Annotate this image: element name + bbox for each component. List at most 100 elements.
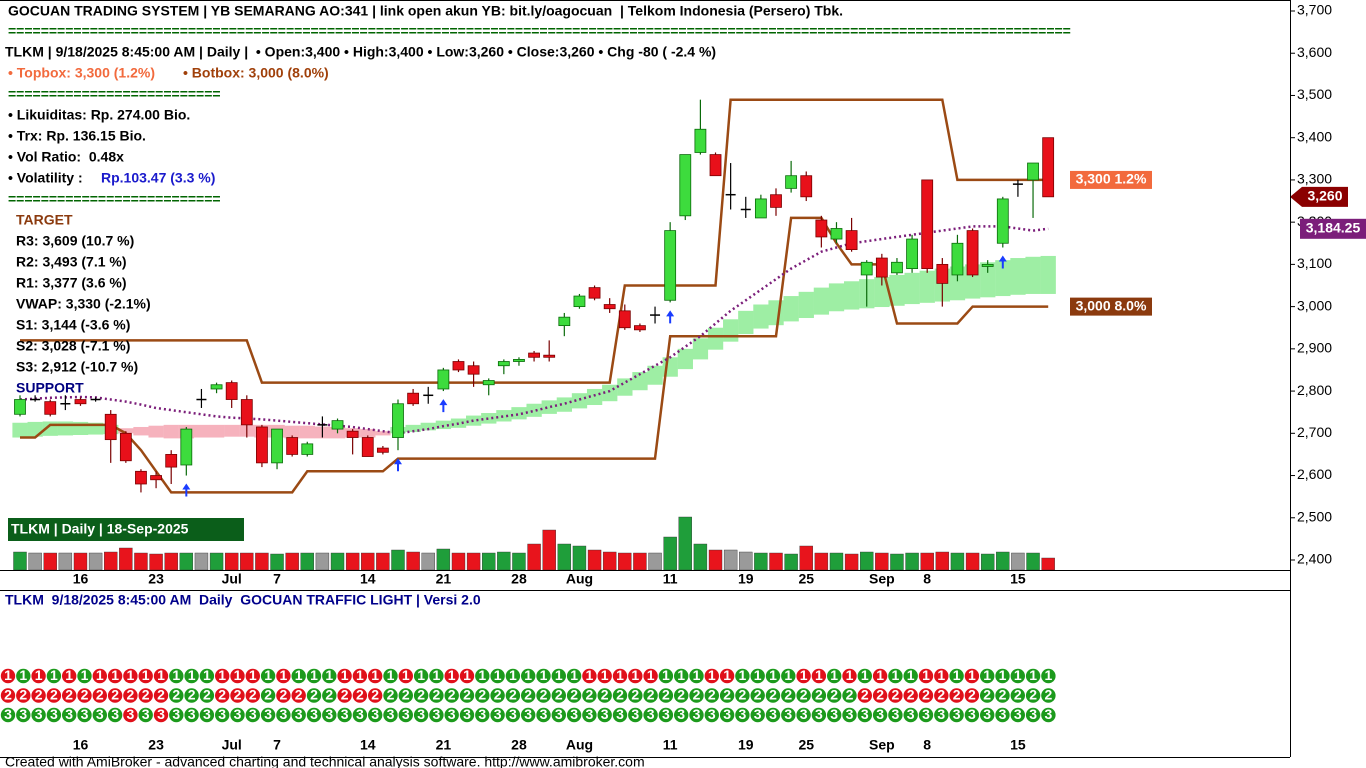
traffic-dot bbox=[781, 707, 796, 723]
x-tick-label: 7 bbox=[273, 737, 281, 753]
traffic-digit: 2 bbox=[983, 687, 991, 703]
x-tick-label: 19 bbox=[738, 737, 754, 753]
traffic-dot bbox=[628, 707, 643, 723]
candle-body bbox=[996, 198, 1009, 244]
ribbon bbox=[919, 270, 935, 303]
x-tick-label: 8 bbox=[923, 737, 931, 753]
separator: ========================== bbox=[8, 86, 221, 102]
traffic-digit: 2 bbox=[218, 687, 226, 703]
traffic-digit: 2 bbox=[356, 687, 364, 703]
candle-body bbox=[361, 437, 374, 457]
volume-bar bbox=[678, 516, 692, 571]
x-tick-label: 15 bbox=[1010, 737, 1026, 753]
traffic-digit: 3 bbox=[739, 706, 747, 722]
candle-body bbox=[44, 401, 57, 415]
traffic-digit: 2 bbox=[19, 687, 27, 703]
traffic-dot bbox=[413, 688, 429, 703]
traffic-dot bbox=[153, 707, 169, 723]
traffic-dot bbox=[934, 707, 949, 723]
traffic-digit: 3 bbox=[295, 706, 303, 722]
ribbon bbox=[148, 425, 164, 438]
traffic-digit: 3 bbox=[968, 706, 976, 722]
candle-body bbox=[210, 384, 223, 390]
traffic-dot bbox=[918, 668, 934, 684]
volume-bar bbox=[300, 552, 314, 571]
ribbon bbox=[813, 287, 830, 315]
candle-body bbox=[119, 432, 132, 462]
volume-bar bbox=[1041, 557, 1055, 571]
traffic-dot bbox=[903, 688, 918, 703]
traffic-digit: 2 bbox=[280, 687, 288, 703]
volume-bar bbox=[950, 552, 965, 571]
traffic-digit: 2 bbox=[846, 687, 854, 703]
traffic-digit: 2 bbox=[999, 687, 1007, 703]
x-tick-label: 7 bbox=[273, 571, 281, 587]
x-tick-label: 21 bbox=[436, 737, 452, 753]
traffic-dot bbox=[536, 707, 551, 723]
traffic-dot bbox=[107, 668, 123, 684]
traffic-digit: 3 bbox=[815, 706, 823, 722]
traffic-dot bbox=[1041, 688, 1056, 703]
traffic-dot bbox=[551, 668, 566, 684]
traffic-dot bbox=[827, 707, 842, 723]
traffic-dot bbox=[276, 688, 291, 703]
x-tick-label: 28 bbox=[511, 571, 527, 587]
candle-body bbox=[754, 198, 767, 219]
traffic-digit: 2 bbox=[784, 687, 792, 703]
traffic-dot bbox=[719, 668, 735, 684]
ribbon bbox=[738, 310, 754, 335]
x-tick-label: Aug bbox=[566, 571, 593, 587]
buy-signal bbox=[998, 255, 1007, 269]
badge: TLKM | Daily | 18-Sep-2025 bbox=[11, 521, 189, 537]
info-line: • Trx: Rp. 136.15 Bio. bbox=[8, 128, 146, 144]
ribbon bbox=[299, 425, 315, 439]
volume-bar bbox=[88, 552, 103, 571]
traffic-dot bbox=[0, 707, 16, 723]
level: R2: 3,493 (7.1 %) bbox=[16, 254, 127, 270]
traffic-digit: 3 bbox=[188, 706, 196, 722]
volume-bar bbox=[829, 552, 844, 571]
candle-body bbox=[452, 361, 465, 371]
x-tick-label: 28 bbox=[511, 737, 527, 753]
ribbon bbox=[193, 424, 210, 438]
traffic-digit: 3 bbox=[494, 706, 502, 722]
traffic-dot bbox=[199, 688, 215, 703]
traffic-dot bbox=[811, 707, 827, 723]
traffic-digit: 1 bbox=[35, 667, 43, 683]
traffic-digit: 2 bbox=[769, 687, 777, 703]
candle-body bbox=[694, 128, 707, 153]
traffic-dot bbox=[215, 707, 230, 723]
ribbon bbox=[118, 428, 134, 434]
traffic-digit: 3 bbox=[264, 706, 272, 722]
traffic-dot bbox=[322, 688, 337, 703]
ribbon bbox=[798, 291, 814, 319]
traffic-digit: 1 bbox=[371, 667, 379, 683]
traffic-digit: 3 bbox=[723, 706, 731, 722]
candle-body bbox=[558, 316, 571, 327]
candle-body bbox=[74, 399, 87, 405]
volume-bar bbox=[587, 549, 602, 571]
volume-bar bbox=[482, 552, 496, 571]
x-tick-label: Sep bbox=[869, 737, 895, 753]
candle-body bbox=[618, 310, 631, 329]
traffic-digit: 2 bbox=[402, 687, 410, 703]
traffic-dot bbox=[781, 688, 796, 703]
candle-body bbox=[407, 392, 420, 405]
volume-bar bbox=[693, 543, 708, 571]
traffic-dot bbox=[444, 707, 459, 723]
traffic-digit: 3 bbox=[1045, 706, 1053, 722]
traffic-digit: 2 bbox=[142, 687, 150, 703]
traffic-dot bbox=[123, 668, 138, 684]
price-tag-label: 3,300 1.2% bbox=[1076, 171, 1147, 187]
traffic-digit: 3 bbox=[999, 706, 1007, 722]
traffic-digit: 3 bbox=[142, 706, 150, 722]
header-quote: TLKM | 9/18/2025 8:45:00 AM | Daily | • … bbox=[5, 44, 716, 60]
traffic-digit: 3 bbox=[341, 706, 349, 722]
traffic-digit: 2 bbox=[81, 687, 89, 703]
traffic-digit: 2 bbox=[35, 687, 43, 703]
traffic-dot bbox=[505, 688, 521, 703]
ribbon bbox=[88, 422, 104, 435]
traffic-dot bbox=[352, 688, 368, 703]
volume-bar bbox=[527, 543, 541, 571]
traffic-digit: 1 bbox=[586, 667, 594, 683]
